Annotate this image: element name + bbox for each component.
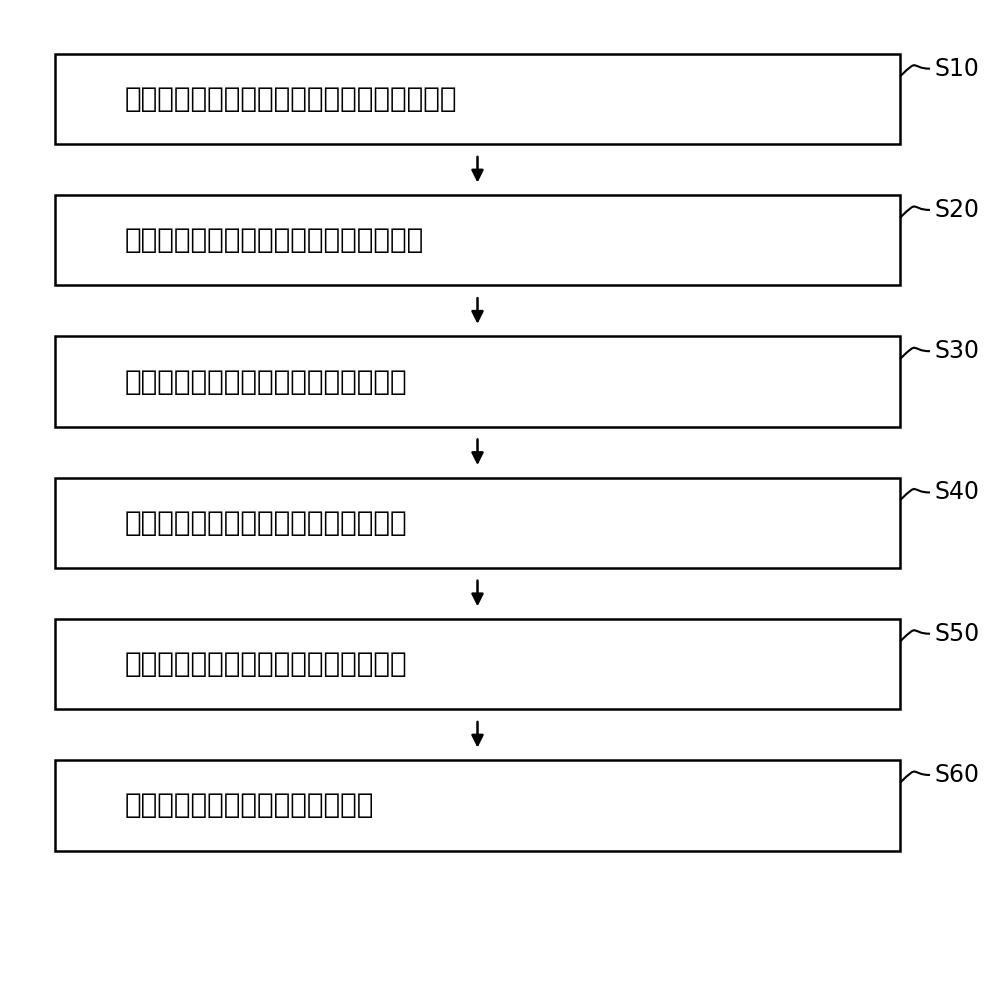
Text: 根据目标物体的声音进行声音合成: 根据目标物体的声音进行声音合成 (125, 792, 374, 819)
Text: S40: S40 (935, 481, 980, 504)
Text: 建立目标速度属性对应的声音编码方式: 建立目标速度属性对应的声音编码方式 (125, 509, 408, 537)
Text: S20: S20 (935, 198, 980, 222)
Bar (55, 619, 900, 709)
Text: 建立目标尺寸属性对应的声音编码方式: 建立目标尺寸属性对应的声音编码方式 (125, 368, 408, 395)
Text: 建立目标物体的种类属性对应的声音编码方式: 建立目标物体的种类属性对应的声音编码方式 (125, 85, 458, 113)
Text: 建立目标优先级属性对应的声音编码方式: 建立目标优先级属性对应的声音编码方式 (125, 227, 424, 254)
Text: S30: S30 (935, 339, 980, 363)
Bar (55, 478, 900, 568)
Bar (55, 195, 900, 285)
Bar (55, 54, 900, 144)
Text: S50: S50 (935, 622, 980, 645)
Bar (55, 760, 900, 851)
Text: S60: S60 (935, 763, 980, 787)
Bar (55, 336, 900, 427)
Text: 建立目标位置属性对应的声音编码方式: 建立目标位置属性对应的声音编码方式 (125, 650, 408, 678)
Text: S10: S10 (935, 57, 980, 80)
